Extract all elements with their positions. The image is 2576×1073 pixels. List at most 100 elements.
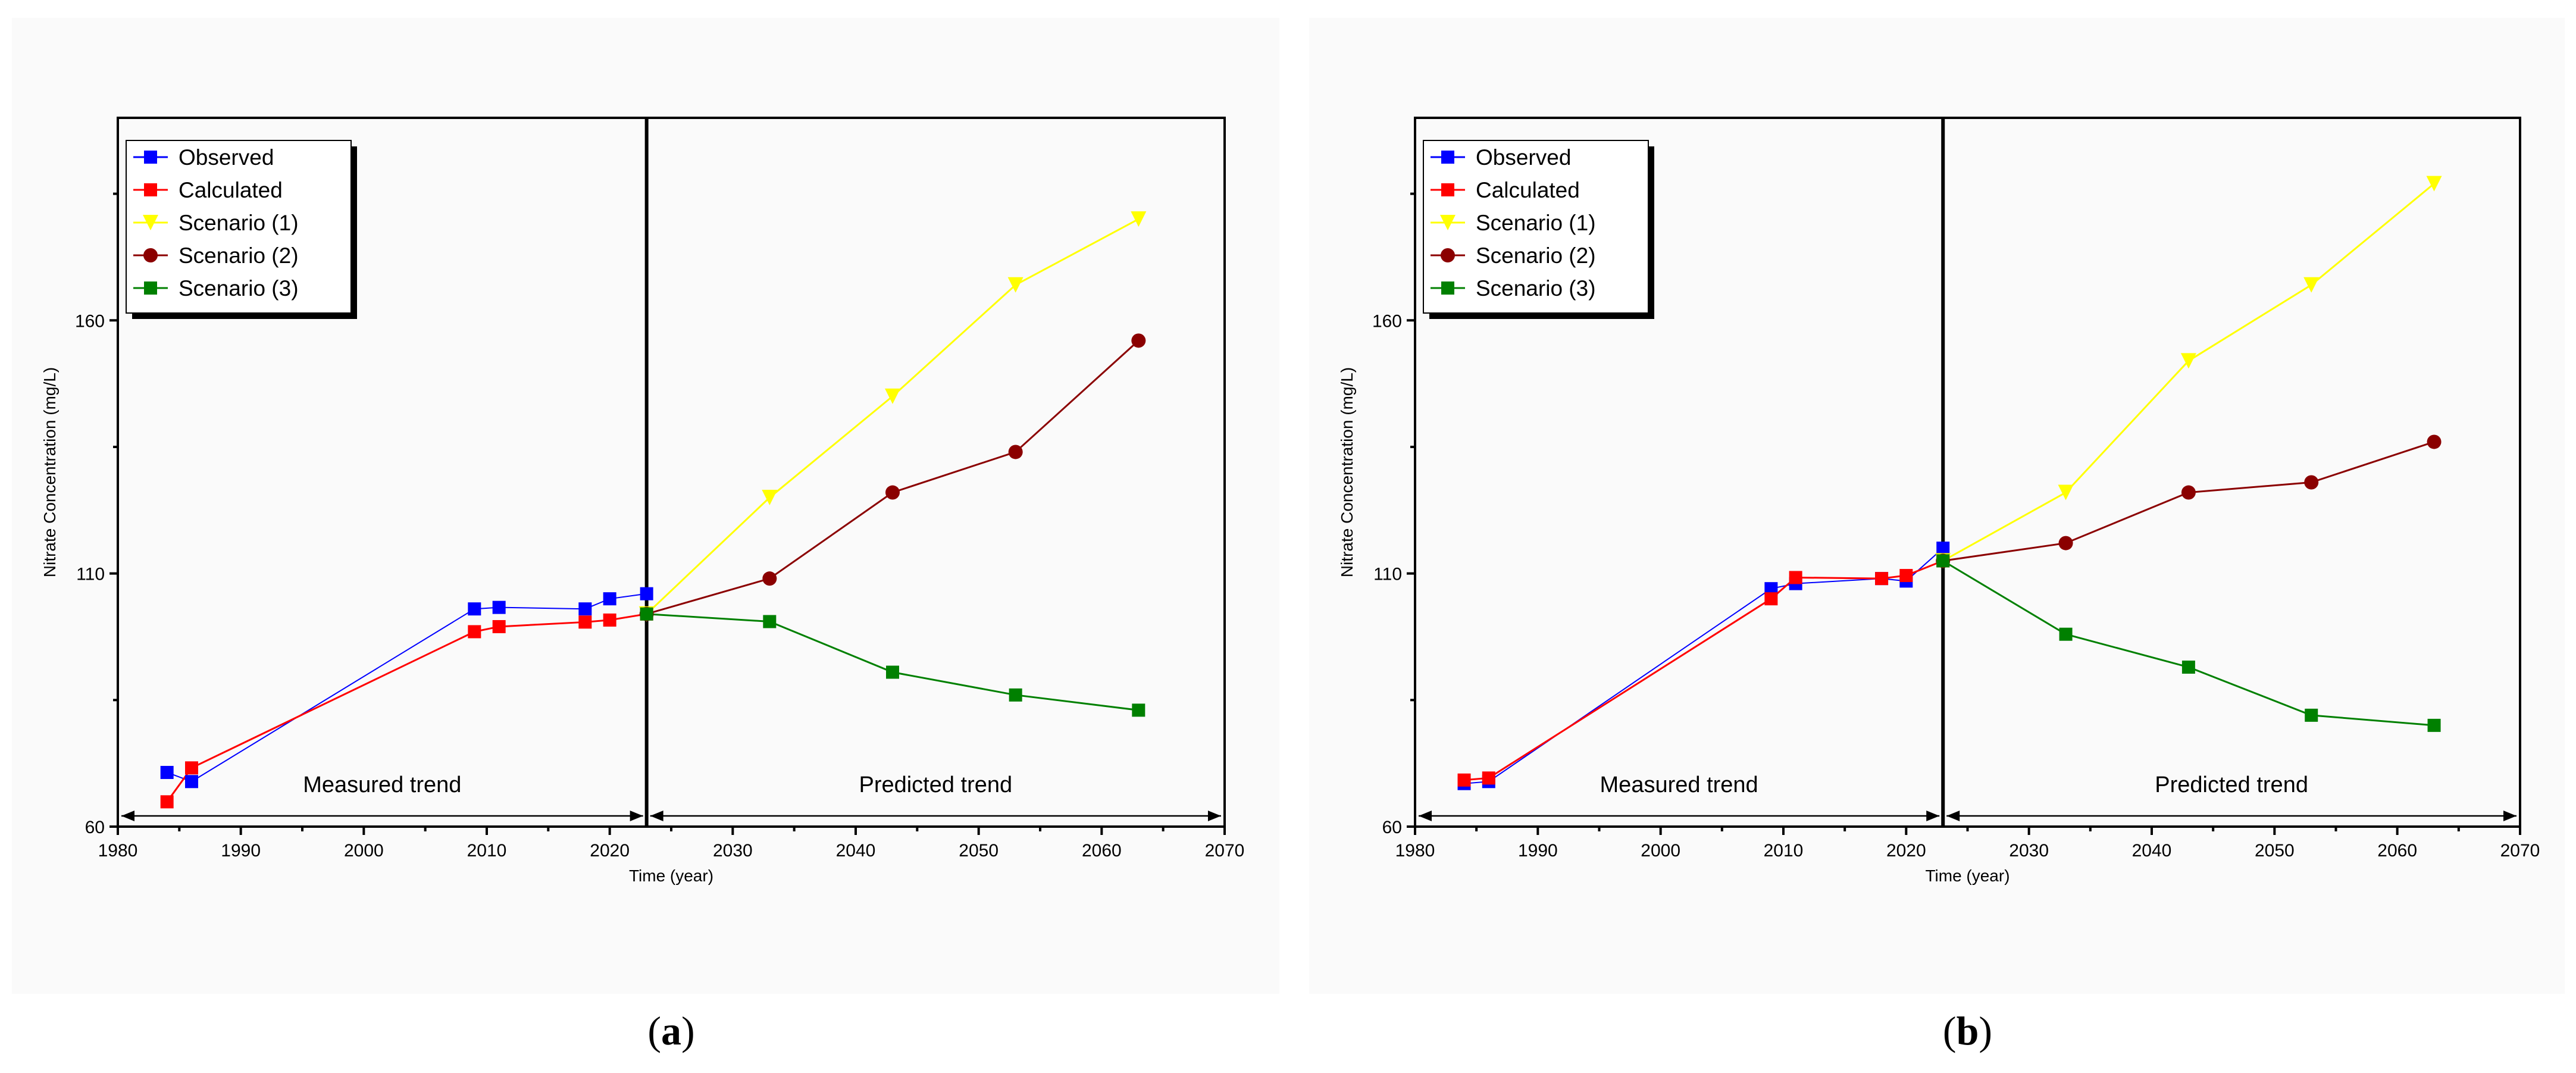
legend-label: Scenario (3) bbox=[1476, 276, 1596, 301]
data-point bbox=[2427, 434, 2442, 449]
x-tick-label: 1980 bbox=[98, 841, 138, 861]
panel-label-letter: a bbox=[661, 1008, 681, 1053]
data-point bbox=[492, 600, 506, 614]
x-tick-label: 2040 bbox=[836, 841, 876, 861]
x-tick-label: 2040 bbox=[2132, 841, 2172, 861]
legend-swatch-marker bbox=[143, 215, 158, 230]
data-point bbox=[640, 587, 653, 600]
predicted-arrow-right-head bbox=[1208, 811, 1221, 821]
data-point bbox=[762, 490, 778, 506]
legend-swatch-marker bbox=[1441, 281, 1454, 295]
data-point bbox=[1764, 592, 1778, 606]
panel-label-letter: b bbox=[1957, 1008, 1979, 1053]
data-point bbox=[2058, 484, 2074, 500]
measured-arrow-left-head bbox=[121, 811, 134, 821]
y-tick-label: 160 bbox=[1372, 311, 1402, 331]
plot-layer: 1980 1990 2000 2010 2020 2030 2040 2050 2060 2070… bbox=[1372, 117, 2540, 861]
y-axis-title: Nitrate Concentration (mg/L) bbox=[1338, 367, 1356, 577]
data-point bbox=[468, 625, 481, 639]
data-point bbox=[2427, 718, 2441, 732]
data-point bbox=[763, 615, 777, 628]
x-tick-label: 2010 bbox=[1764, 841, 1804, 861]
legend-box bbox=[126, 140, 352, 314]
chart-panel-b: 1980 1990 2000 2010 2020 2030 2040 2050 2060 2070… bbox=[1309, 18, 2565, 1053]
data-point bbox=[2181, 661, 2195, 674]
predicted-arrow-left-head bbox=[1946, 811, 1960, 821]
panel-label-open-paren: ( bbox=[1943, 1008, 1957, 1053]
data-point bbox=[2304, 475, 2319, 490]
predicted-trend-label: Predicted trend bbox=[2155, 772, 2308, 797]
data-point bbox=[886, 665, 899, 679]
x-tick-label: 2070 bbox=[2500, 841, 2540, 861]
data-point bbox=[185, 775, 198, 789]
plot-layer: 1980 1990 2000 2010 2020 2030 2040 2050 2060 2070… bbox=[75, 117, 1244, 861]
data-point bbox=[1899, 569, 1913, 583]
x-tick-label: 2000 bbox=[344, 841, 384, 861]
x-tick-label: 2050 bbox=[959, 841, 999, 861]
x-tick-label: 1990 bbox=[1518, 841, 1558, 861]
data-point bbox=[1008, 445, 1023, 459]
data-point bbox=[1131, 211, 1147, 227]
legend-swatch-marker bbox=[144, 151, 157, 164]
y-tick-label: 160 bbox=[75, 311, 105, 331]
x-tick-label: 1980 bbox=[1395, 841, 1435, 861]
data-point bbox=[762, 571, 777, 586]
x-tick-label: 2030 bbox=[713, 841, 753, 861]
legend-label: Calculated bbox=[179, 178, 283, 202]
legend-swatch-marker bbox=[1441, 248, 1455, 262]
data-point bbox=[2181, 485, 2196, 500]
measured-trend-label: Measured trend bbox=[303, 772, 461, 797]
legend-swatch-marker bbox=[143, 248, 158, 262]
data-point bbox=[160, 765, 174, 779]
data-point bbox=[885, 388, 900, 404]
data-point bbox=[1009, 688, 1022, 702]
x-tick-label: 2000 bbox=[1641, 841, 1680, 861]
legend-swatch-marker bbox=[144, 183, 157, 196]
x-tick-label: 2020 bbox=[590, 841, 630, 861]
legend-box bbox=[1423, 140, 1649, 314]
measured-trend-label: Measured trend bbox=[1600, 772, 1758, 797]
y-axis-title: Nitrate Concentration (mg/L) bbox=[40, 367, 59, 577]
data-point bbox=[1482, 771, 1495, 785]
data-point bbox=[885, 485, 900, 500]
data-point bbox=[1131, 333, 1146, 348]
legend-label: Observed bbox=[179, 145, 274, 170]
x-tick-label: 2060 bbox=[1082, 841, 1122, 861]
y-tick-label: 110 bbox=[1373, 565, 1402, 584]
chart-panel-a: 1980 1990 2000 2010 2020 2030 2040 2050 2060 2070… bbox=[12, 18, 1279, 1053]
legend-label: Scenario (2) bbox=[1476, 243, 1596, 268]
data-point bbox=[1789, 571, 1802, 584]
data-point bbox=[2180, 353, 2196, 369]
data-point bbox=[2305, 708, 2318, 722]
panel-label-open-paren: ( bbox=[647, 1008, 661, 1053]
data-point bbox=[468, 602, 481, 616]
y-tick-label: 110 bbox=[76, 565, 105, 584]
data-point bbox=[603, 613, 616, 627]
predicted-arrow-right-head bbox=[2503, 811, 2516, 821]
x-tick-label: 2050 bbox=[2255, 841, 2295, 861]
data-point bbox=[492, 620, 506, 633]
data-point bbox=[603, 592, 616, 606]
data-point bbox=[578, 602, 592, 616]
y-tick-label: 60 bbox=[85, 818, 105, 837]
data-point bbox=[2303, 277, 2320, 293]
legend-label: Scenario (1) bbox=[179, 211, 299, 235]
legend-swatch-marker bbox=[1441, 183, 1454, 196]
panel-label: (a) bbox=[647, 1008, 694, 1053]
data-point bbox=[160, 795, 174, 809]
data-point bbox=[185, 761, 198, 775]
x-axis-title: Time (year) bbox=[1925, 866, 2010, 885]
data-point bbox=[1457, 773, 1471, 787]
measured-arrow-right-head bbox=[1926, 811, 1940, 821]
predicted-arrow-left-head bbox=[650, 811, 663, 821]
panel-label: (b) bbox=[1943, 1008, 1992, 1053]
x-tick-label: 2060 bbox=[2377, 841, 2417, 861]
legend-label: Observed bbox=[1476, 145, 1571, 170]
x-tick-label: 2020 bbox=[1886, 841, 1926, 861]
data-point bbox=[1875, 572, 1889, 586]
legend-swatch-marker bbox=[144, 281, 157, 295]
legend-swatch-marker bbox=[1441, 151, 1454, 164]
panel-label-close-paren: ) bbox=[1979, 1008, 1992, 1053]
data-point bbox=[578, 615, 592, 629]
